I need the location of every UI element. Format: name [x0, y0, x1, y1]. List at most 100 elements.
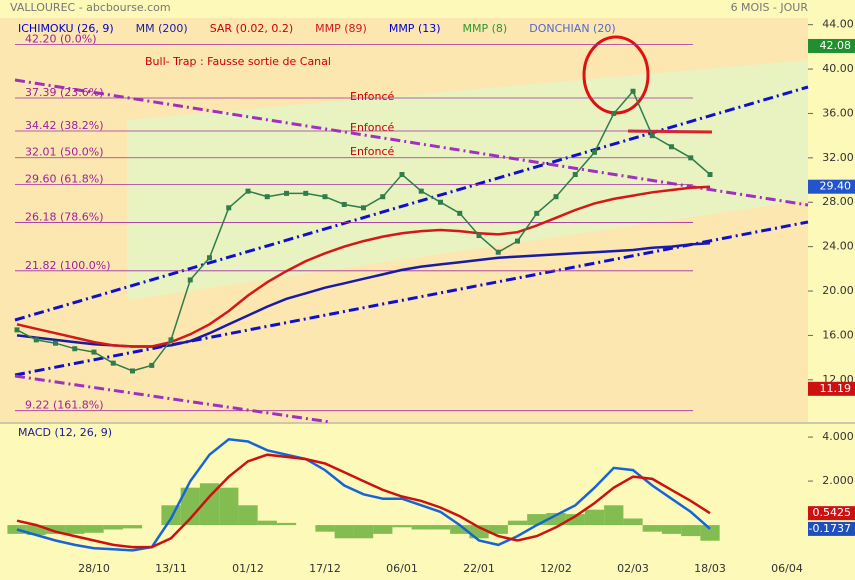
close-point — [264, 194, 270, 200]
fib-label: 21.82 (100.0%) — [25, 259, 111, 272]
y-tick-label: 2.000 — [822, 474, 854, 487]
x-tick-label: 18/03 — [694, 562, 726, 575]
close-point — [572, 171, 578, 177]
x-tick-label: 01/12 — [232, 562, 264, 575]
histogram-bar — [315, 525, 335, 532]
close-point — [476, 233, 482, 239]
histogram-bar — [604, 505, 624, 526]
fib-label: 26.18 (78.6%) — [25, 210, 104, 223]
y-tick-label: 32.00 — [822, 151, 854, 164]
legend-entry: SAR (0.02, 0.2) — [210, 22, 293, 35]
histogram-bar — [450, 525, 470, 534]
trendline — [14, 220, 809, 377]
price-tag: 11.19 — [820, 382, 852, 395]
fib-label: 9.22 (161.8%) — [25, 399, 104, 412]
histogram-bar — [180, 487, 200, 526]
close-point — [688, 155, 694, 161]
close-point — [341, 201, 347, 207]
y-tick-label: 20.00 — [822, 284, 854, 297]
histogram-bar — [199, 483, 220, 526]
header-right: 6 MOIS - JOUR — [731, 1, 809, 14]
histogram-bar — [661, 525, 682, 534]
header-left: VALLOUREC - abcbourse.com — [10, 1, 171, 14]
x-tick-label: 22/01 — [463, 562, 495, 575]
histogram-bar — [623, 518, 643, 526]
price-tag: -0.1737 — [809, 522, 851, 535]
x-tick-label: 13/11 — [155, 562, 187, 575]
close-point — [226, 205, 232, 211]
trendline — [14, 374, 331, 424]
price-tag-bg — [808, 381, 855, 396]
histogram-bar — [392, 525, 412, 528]
price-tag-bg — [808, 38, 855, 53]
y-tick-label: 36.00 — [822, 106, 854, 119]
histogram-bar — [430, 525, 451, 530]
close-point — [495, 249, 501, 255]
price-tag-bg — [808, 179, 855, 194]
histogram-bar — [681, 525, 701, 537]
histogram-bar — [411, 525, 431, 530]
legend-entry: MMP (8) — [463, 22, 508, 35]
x-tick-label: 12/02 — [540, 562, 572, 575]
close-point — [534, 210, 540, 216]
annotation: Enfoncé — [350, 145, 395, 158]
y-tick-label: 4.000 — [822, 430, 854, 443]
close-point — [72, 346, 78, 352]
histogram-bar — [219, 487, 239, 526]
close-point — [245, 188, 251, 194]
trendline — [14, 85, 809, 322]
histogram-bar — [257, 520, 277, 526]
close-point — [303, 190, 309, 196]
close-point — [361, 205, 366, 211]
histogram-bar — [122, 525, 143, 529]
close-point — [669, 144, 674, 150]
fib-label: 32.01 (50.0%) — [25, 146, 104, 159]
histogram-bar — [353, 525, 374, 539]
macd-line — [16, 453, 711, 549]
price-tag-bg — [808, 521, 855, 536]
histogram-bar — [527, 514, 547, 526]
x-tick-label: 17/12 — [309, 562, 341, 575]
close-point — [110, 360, 116, 366]
close-point — [53, 340, 58, 346]
histogram-bar — [84, 525, 104, 533]
histogram-bar — [238, 505, 258, 526]
legend-entry: MMP (13) — [389, 22, 441, 35]
price-tag: 0.5425 — [813, 506, 852, 519]
histogram-bar — [45, 525, 66, 534]
price-tag: 29.40 — [820, 180, 852, 193]
fib-label: 34.42 (38.2%) — [25, 119, 104, 132]
close-point — [14, 327, 20, 333]
annotation: Bull- Trap : Fausse sortie de Canal — [145, 55, 331, 68]
macd-title: MACD (12, 26, 9) — [18, 426, 112, 439]
legend-entry: ICHIMOKU (26, 9) — [18, 22, 114, 35]
histogram-bar — [507, 520, 528, 526]
close-point — [187, 277, 193, 283]
close-point — [592, 149, 597, 155]
y-tick-label: 44.00 — [822, 18, 854, 31]
histogram-bar — [161, 505, 181, 526]
close-point — [322, 194, 328, 200]
legend-entry: DONCHIAN (20) — [529, 22, 615, 35]
histogram-bar — [373, 525, 393, 534]
fib-label: 42.20 (0.0%) — [25, 33, 97, 46]
legend-entry: MM (200) — [136, 22, 188, 35]
x-tick-label: 06/04 — [771, 562, 803, 575]
fib-label: 37.39 (23.6%) — [25, 86, 104, 99]
channel-zone — [127, 60, 808, 300]
y-tick-label: 28.00 — [822, 195, 854, 208]
y-tick-label: 24.00 — [822, 240, 854, 253]
histogram-bar — [584, 509, 605, 526]
histogram-bar — [65, 525, 85, 534]
y-tick-label: 40.00 — [822, 62, 854, 75]
annotation: Enfoncé — [350, 90, 395, 103]
legend-entry: MMP (89) — [315, 22, 367, 35]
histogram-bar — [103, 525, 123, 530]
close-point — [611, 110, 617, 116]
histogram-bar — [700, 525, 720, 541]
close-point — [380, 194, 386, 200]
close-point — [707, 171, 713, 177]
x-tick-label: 28/10 — [78, 562, 110, 575]
close-point — [91, 349, 97, 355]
